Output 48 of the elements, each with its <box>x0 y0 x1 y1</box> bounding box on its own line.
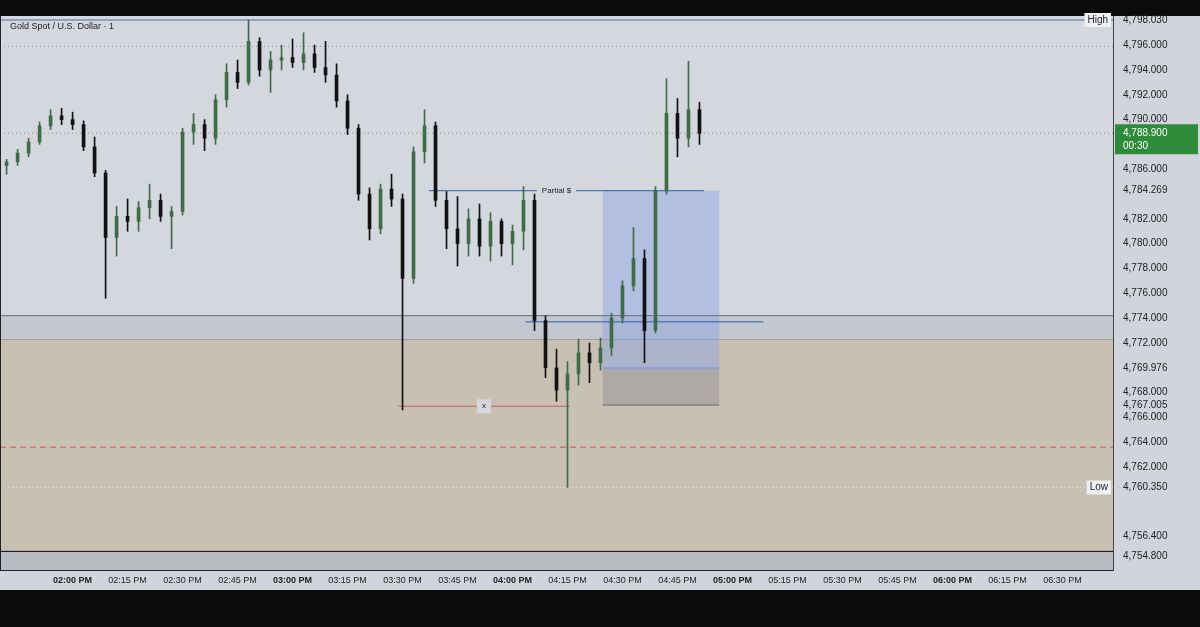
x-tick-label: 02:30 PM <box>163 574 202 585</box>
x-tick-label: 03:00 PM <box>273 574 313 585</box>
x-tick-label: 04:15 PM <box>548 574 587 585</box>
x-tick-label: 04:30 PM <box>603 574 642 585</box>
y-tick-label: 4,762.000 <box>1123 460 1168 472</box>
text: 00:30 <box>1123 140 1149 151</box>
y-tick-label: 4,778.000 <box>1123 262 1168 274</box>
text: Gold Spot / U.S. Dollar · 1 <box>10 20 115 31</box>
y-tick-label: 4,796.000 <box>1123 38 1168 50</box>
y-tick-label: 4,790.000 <box>1123 113 1168 125</box>
x-tick-label: 02:15 PM <box>108 574 147 585</box>
ref-line-label: High <box>1087 13 1109 25</box>
x-tick-label: 06:00 PM <box>932 574 972 585</box>
x-tick-label: 03:30 PM <box>383 574 422 585</box>
x-tick-label: 05:30 PM <box>823 574 862 585</box>
y-tick-label: 4,774.000 <box>1123 311 1168 323</box>
x-tick-label: 03:45 PM <box>438 574 477 585</box>
y-tick-label: 4,788.900 <box>1123 127 1168 138</box>
y-tick-label: 4,772.000 <box>1123 336 1168 348</box>
y-tick-label: 4,798.030 <box>1123 13 1168 25</box>
y-tick-label: 4,760.350 <box>1123 481 1168 493</box>
y-tick-label: 4,782.000 <box>1123 212 1168 224</box>
x-tick-label: 05:00 PM <box>712 574 752 585</box>
x-tick-label: 06:15 PM <box>988 574 1027 585</box>
x-tick-label: 05:15 PM <box>768 574 807 585</box>
y-tick-label: 4,786.000 <box>1123 162 1168 174</box>
y-tick-label: 4,764.000 <box>1123 435 1168 447</box>
x-tick-label: 04:45 PM <box>658 574 697 585</box>
y-tick-label: 4,780.000 <box>1123 237 1168 249</box>
y-tick-label: 4,766.000 <box>1123 411 1168 423</box>
y-tick-label: 4,769.976 <box>1123 361 1168 373</box>
y-tick-label: 4,792.000 <box>1123 88 1168 100</box>
annotation: Partial $ <box>541 185 572 195</box>
x-tick-label: 02:45 PM <box>218 574 257 585</box>
y-tick-label: 4,784.269 <box>1123 184 1168 196</box>
x-tick-label: 06:30 PM <box>1043 574 1082 585</box>
y-tick-label: 4,767.005 <box>1123 398 1168 410</box>
x-tick-label: 05:45 PM <box>878 574 917 585</box>
x-tick-label: 02:00 PM <box>53 574 93 585</box>
annotation: x <box>481 401 486 411</box>
y-tick-label: 4,754.800 <box>1123 550 1168 562</box>
y-tick-label: 4,794.000 <box>1123 63 1168 75</box>
y-tick-label: 4,776.000 <box>1123 287 1168 299</box>
x-tick-label: 04:00 PM <box>492 574 533 585</box>
y-tick-label: 4,756.400 <box>1123 530 1168 542</box>
y-tick-label: 4,768.000 <box>1123 386 1168 398</box>
x-tick-label: 03:15 PM <box>328 574 367 585</box>
ref-line-label: Low <box>1089 481 1109 493</box>
